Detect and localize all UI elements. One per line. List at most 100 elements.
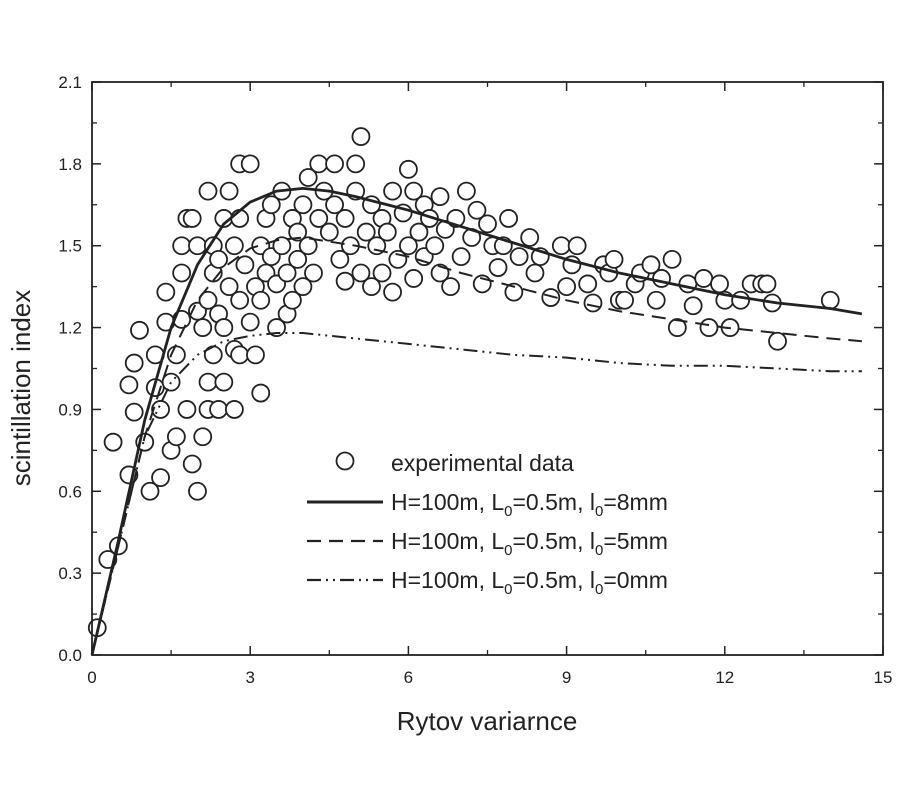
data-point — [310, 155, 327, 172]
data-point — [526, 265, 543, 282]
data-point — [442, 278, 459, 295]
x-tick-label: 3 — [245, 668, 254, 687]
data-point — [120, 376, 137, 393]
data-point — [400, 161, 417, 178]
data-point — [294, 196, 311, 213]
data-point — [679, 275, 696, 292]
y-axis-title: scintillation index — [6, 290, 36, 487]
data-point — [700, 319, 717, 336]
data-point — [337, 210, 354, 227]
data-point — [231, 346, 248, 363]
data-point — [194, 319, 211, 336]
data-point — [326, 155, 343, 172]
legend-text-part: H=100m, L — [391, 567, 504, 593]
data-point — [648, 292, 665, 309]
y-tick-label: 0.9 — [58, 400, 82, 419]
data-point — [105, 434, 122, 451]
x-tick-label: 0 — [87, 668, 96, 687]
data-point — [379, 224, 396, 241]
legend-text-part: =0mm — [603, 567, 668, 593]
legend-label: experimental data — [391, 450, 574, 476]
data-point — [221, 183, 238, 200]
data-point — [252, 385, 269, 402]
data-point — [490, 259, 507, 276]
data-point — [189, 237, 206, 254]
legend-marker — [337, 453, 354, 470]
data-point — [173, 265, 190, 282]
data-point — [521, 229, 538, 246]
data-point — [152, 469, 169, 486]
data-point — [352, 128, 369, 145]
data-point — [426, 237, 443, 254]
data-point — [732, 292, 749, 309]
data-point — [769, 333, 786, 350]
data-point — [695, 270, 712, 287]
data-point — [215, 374, 232, 391]
legend-subscript: 0 — [504, 503, 512, 520]
data-point — [384, 183, 401, 200]
data-point — [178, 401, 195, 418]
data-point — [569, 237, 586, 254]
legend-text-part: =8mm — [603, 489, 668, 515]
data-point — [168, 428, 185, 445]
data-point — [337, 273, 354, 290]
data-point — [200, 183, 217, 200]
data-point — [664, 251, 681, 268]
data-point — [173, 237, 190, 254]
data-point — [758, 275, 775, 292]
legend-text-part: =5mm — [603, 528, 668, 554]
y-tick-label: 2.1 — [58, 73, 82, 92]
data-point — [405, 270, 422, 287]
data-point — [616, 292, 633, 309]
scintillation-chart: 0 3 6 9 12 15 0.0 0.3 0.6 0.9 1.2 1.5 1.8 2.1 Rytov v… — [0, 0, 900, 800]
y-tick-label: 0.6 — [58, 482, 82, 501]
legend-text-part: =0.5m, l — [513, 567, 595, 593]
legend-subscript: 0 — [504, 581, 512, 598]
legend-subscript: 0 — [595, 503, 603, 520]
data-point — [479, 215, 496, 232]
data-point — [822, 292, 839, 309]
data-point — [653, 270, 670, 287]
y-tick-label: 1.2 — [58, 319, 82, 338]
data-point — [215, 319, 232, 336]
y-tick-label: 1.8 — [58, 155, 82, 174]
data-point — [252, 292, 269, 309]
data-point — [152, 401, 169, 418]
data-point — [247, 346, 264, 363]
data-point — [453, 248, 470, 265]
data-point — [242, 314, 259, 331]
chart-background — [0, 0, 900, 800]
data-point — [553, 237, 570, 254]
legend-subscript: 0 — [595, 581, 603, 598]
data-point — [511, 248, 528, 265]
data-point — [236, 256, 253, 273]
x-tick-label: 15 — [874, 668, 893, 687]
x-tick-label: 12 — [715, 668, 734, 687]
data-point — [210, 251, 227, 268]
data-point — [242, 155, 259, 172]
y-tick-label: 0.0 — [58, 646, 82, 665]
x-tick-label: 6 — [404, 668, 413, 687]
data-point — [189, 483, 206, 500]
data-point — [184, 210, 201, 227]
x-tick-label: 9 — [562, 668, 571, 687]
data-point — [685, 297, 702, 314]
data-point — [226, 237, 243, 254]
data-point — [231, 292, 248, 309]
data-point — [711, 275, 728, 292]
data-point — [558, 278, 575, 295]
data-point — [500, 210, 517, 227]
y-tick-label: 0.3 — [58, 564, 82, 583]
data-point — [305, 265, 322, 282]
data-point — [374, 265, 391, 282]
legend-text-part: =0.5m, l — [513, 489, 595, 515]
y-tick-label: 1.5 — [58, 237, 82, 256]
data-point — [321, 224, 338, 241]
data-point — [584, 295, 601, 312]
x-axis-title: Rytov variarnce — [397, 706, 578, 736]
data-point — [200, 374, 217, 391]
data-point — [458, 183, 475, 200]
data-point — [347, 155, 364, 172]
data-point — [184, 456, 201, 473]
data-point — [432, 188, 449, 205]
